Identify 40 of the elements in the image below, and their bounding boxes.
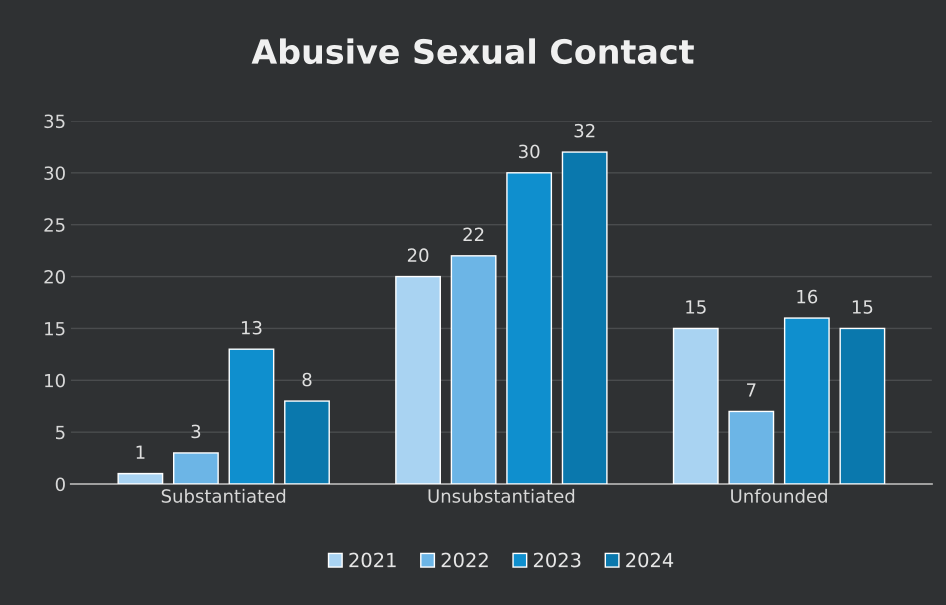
data-label: 30 (519, 144, 540, 158)
x-tick-label: Substantiated (162, 488, 286, 503)
bar (839, 328, 886, 484)
bar (284, 400, 330, 484)
y-tick-label: 5 (56, 426, 65, 440)
bar (395, 276, 441, 484)
data-label: 16 (797, 290, 818, 304)
y-tick-label: 25 (44, 218, 65, 232)
bar (506, 172, 552, 484)
bar (228, 348, 274, 484)
y-tick-label: 15 (45, 322, 65, 336)
y-tick-label: 20 (44, 270, 65, 284)
y-tick-label: 0 (56, 477, 65, 492)
data-label: 1 (136, 446, 144, 459)
y-tick-label: 35 (44, 114, 65, 128)
bar (117, 472, 164, 484)
data-label: 22 (463, 228, 484, 241)
legend-label: 2023 (534, 552, 580, 568)
data-label: 15 (852, 300, 872, 314)
y-tick-label: 10 (45, 374, 65, 388)
legend-label: 2021 (349, 552, 396, 568)
bar (562, 151, 608, 484)
data-label: 7 (747, 383, 756, 397)
legend-label: 2022 (442, 552, 488, 568)
x-tick-label: Unfounded (731, 488, 827, 503)
data-label: 15 (686, 300, 706, 314)
data-label: 3 (192, 424, 200, 438)
bar (728, 410, 774, 484)
data-label: 13 (242, 320, 262, 335)
x-tick-label: Unsubstantiated (428, 488, 574, 503)
data-label: 32 (574, 124, 594, 138)
bar (784, 317, 830, 484)
data-label: 20 (408, 248, 428, 262)
legend-label: 2024 (626, 552, 674, 568)
bar (173, 452, 219, 484)
bar (450, 255, 497, 484)
y-tick-label: 30 (44, 166, 65, 180)
chart-title: Abusive Sexual Contact (252, 38, 694, 64)
data-label: 8 (302, 372, 312, 386)
bar (672, 328, 719, 484)
